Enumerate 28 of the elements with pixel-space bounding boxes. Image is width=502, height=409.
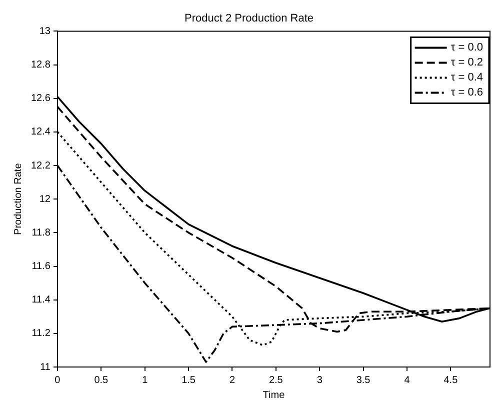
y-tick-label: 11 [40,362,51,373]
y-axis-title: Production Rate [12,162,24,235]
legend-label: τ = 0.2 [450,56,484,69]
x-tick-label: 2.5 [268,374,284,386]
y-tick-label: 12.8 [30,60,51,71]
y-tick-label: 12.2 [30,160,51,172]
x-tick-label: 3 [316,374,323,386]
x-tick-label: 4.5 [444,374,458,386]
x-axis-title: Time [262,390,286,401]
y-tick-label: 11.2 [32,328,51,340]
x-tick-label: 0.5 [94,374,109,386]
legend-label: τ = 0.0 [450,42,484,54]
y-tick-label: 11.6 [32,261,51,272]
y-tick-label: 11.8 [32,227,51,238]
y-tick-label: 12.6 [30,93,51,104]
x-tick-label: 4 [404,374,410,386]
y-tick-label: 11.4 [32,294,51,306]
chart-title: Product 2 Production Rate [184,12,314,25]
x-tick-label: 3.5 [356,374,371,386]
legend-label: τ = 0.4 [450,72,484,84]
x-tick-label: 2 [229,374,236,386]
legend-label: τ = 0.6 [450,86,484,99]
y-tick-label: 13 [39,26,51,37]
x-tick-label: 1 [142,374,148,386]
x-tick-label: 1.5 [182,374,196,386]
y-tick-label: 12 [39,194,51,205]
y-tick-label: 12.4 [30,126,51,138]
x-tick-label: 0 [54,374,61,386]
